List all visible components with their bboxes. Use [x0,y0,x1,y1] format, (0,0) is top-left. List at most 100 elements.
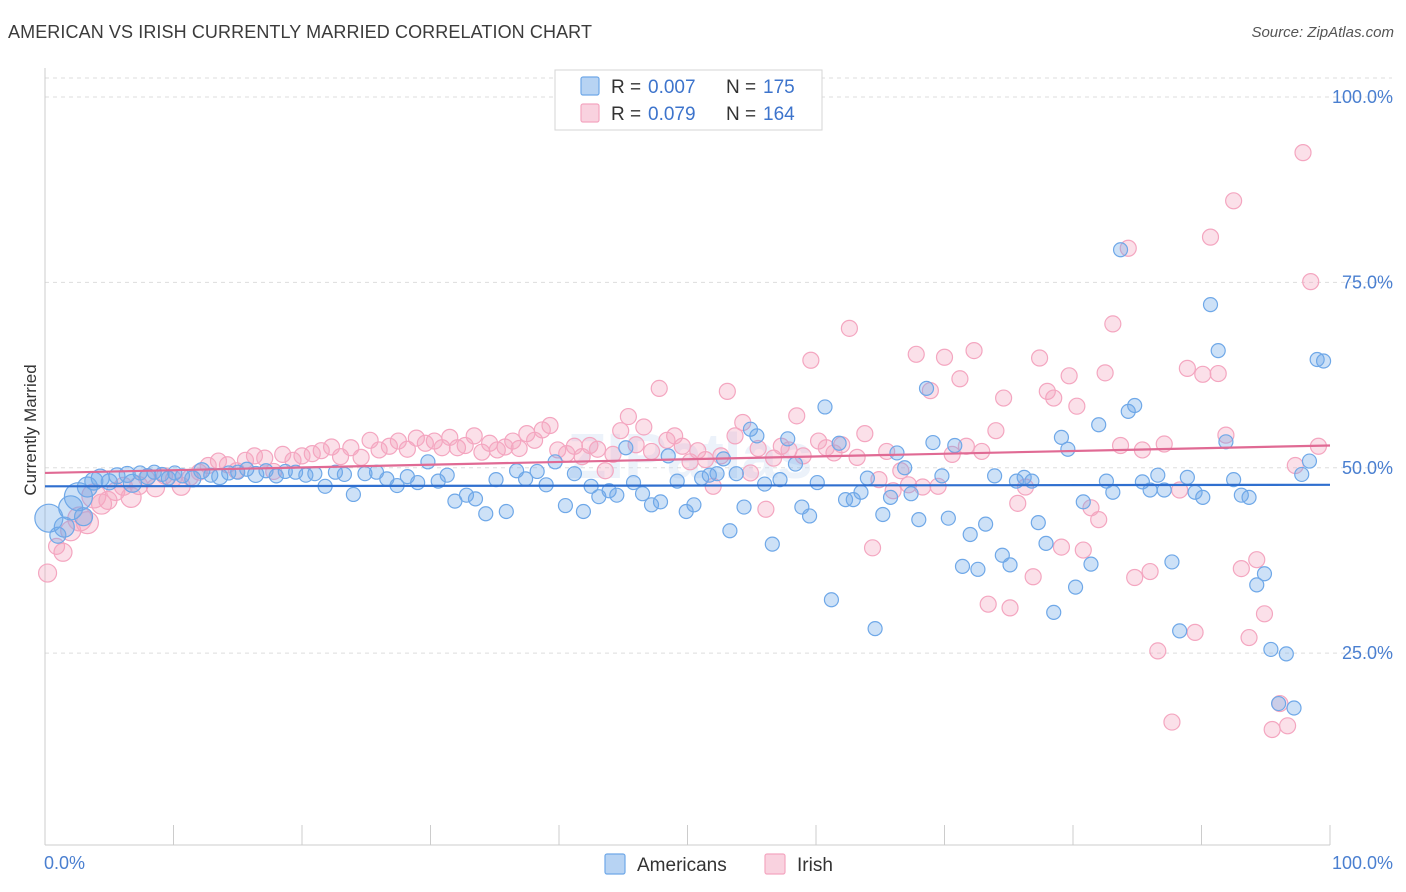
americans-point [1046,604,1062,620]
irish-point [293,447,311,465]
irish-point [848,448,866,466]
americans-point [1075,494,1091,510]
americans-point [1226,472,1242,488]
americans-point [327,464,344,480]
americans-point [488,472,504,488]
irish-point [510,439,528,458]
irish-point [1074,541,1092,559]
americans-point [728,466,744,482]
irish-point [951,370,969,388]
americans-point [1202,297,1219,313]
n-label: N = [726,104,756,125]
americans-point [831,435,847,451]
irish-point [53,542,73,562]
americans-point [420,454,436,470]
americans-point [575,503,592,520]
irish-point [1009,494,1027,512]
americans-point [903,486,919,502]
americans-legend-swatch [580,76,600,96]
irish-trend-line [44,444,1331,475]
irish-point [541,416,559,435]
americans-point [1112,242,1129,258]
y-tick-label: 25.0% [1342,643,1393,663]
americans-point [764,536,780,552]
americans-point [345,486,361,503]
irish-point [1104,315,1122,333]
irish-point [549,441,567,459]
irish-point [1052,538,1071,556]
series-legend: Americans Irish [604,853,833,876]
americans-point [875,506,891,523]
stats-legend: R = 0.007 N = 175 R = 0.079 N = 164 [554,69,823,131]
n-value: 175 [763,77,795,98]
americans-point [987,468,1003,484]
americans-point [882,489,899,506]
irish-point [1163,713,1181,731]
irish-point [1232,559,1250,578]
irish-point [274,445,292,464]
americans-point [947,437,963,454]
series-irish [37,144,1328,739]
americans-point [918,380,935,397]
irish-point [1149,642,1167,660]
americans-point [336,466,353,483]
americans-series-label: Americans [637,855,727,876]
americans-point [970,561,986,577]
americans-point [897,460,913,476]
irish-legend-swatch [580,103,600,123]
americans-point [1195,489,1211,506]
irish-point [1186,623,1204,641]
irish-point [245,447,264,465]
irish-point [1126,568,1144,587]
americans-point [609,487,625,503]
americans-point [247,465,265,484]
americans-point [1053,429,1070,445]
series-americans [34,242,1332,716]
irish-point [856,425,874,443]
americans-point [1105,484,1121,500]
americans-point [1179,469,1195,485]
americans-point [566,466,583,482]
americans-point [1210,342,1226,359]
irish-point [256,449,274,467]
americans-point [853,484,869,500]
americans-point [801,508,818,524]
x-tick-label: 0.0% [44,853,85,873]
americans-point [889,445,905,461]
americans-point [557,497,574,514]
americans-point [634,486,651,502]
irish-point [1030,349,1049,367]
irish-point [619,407,637,426]
americans-point [73,507,94,527]
irish-point [380,437,398,455]
americans-trend-line [44,483,1331,488]
irish-point [1225,192,1243,210]
americans-point [1127,397,1143,414]
americans-point [867,621,883,637]
americans-point [430,473,446,489]
americans-point [1249,577,1265,593]
americans-point [911,512,927,528]
irish-point [1194,365,1212,383]
r-label: R = [611,104,641,125]
irish-point [1255,605,1274,623]
irish-point [120,486,142,509]
americans-point [1256,566,1273,582]
americans-series-swatch [604,853,626,875]
irish-point [1090,511,1108,529]
americans-point [652,494,669,510]
americans-point [978,516,994,532]
americans-point [1301,453,1318,469]
irish-point [1038,382,1056,400]
irish-point [465,427,483,445]
irish-point [673,437,691,455]
irish-series-label: Irish [797,855,833,876]
irish-point [1060,367,1078,385]
r-label: R = [611,77,641,98]
americans-point [934,468,950,484]
americans-point [925,434,941,451]
irish-point [979,595,997,613]
irish-point [596,462,614,480]
irish-point [312,442,330,460]
irish-point [627,436,645,454]
